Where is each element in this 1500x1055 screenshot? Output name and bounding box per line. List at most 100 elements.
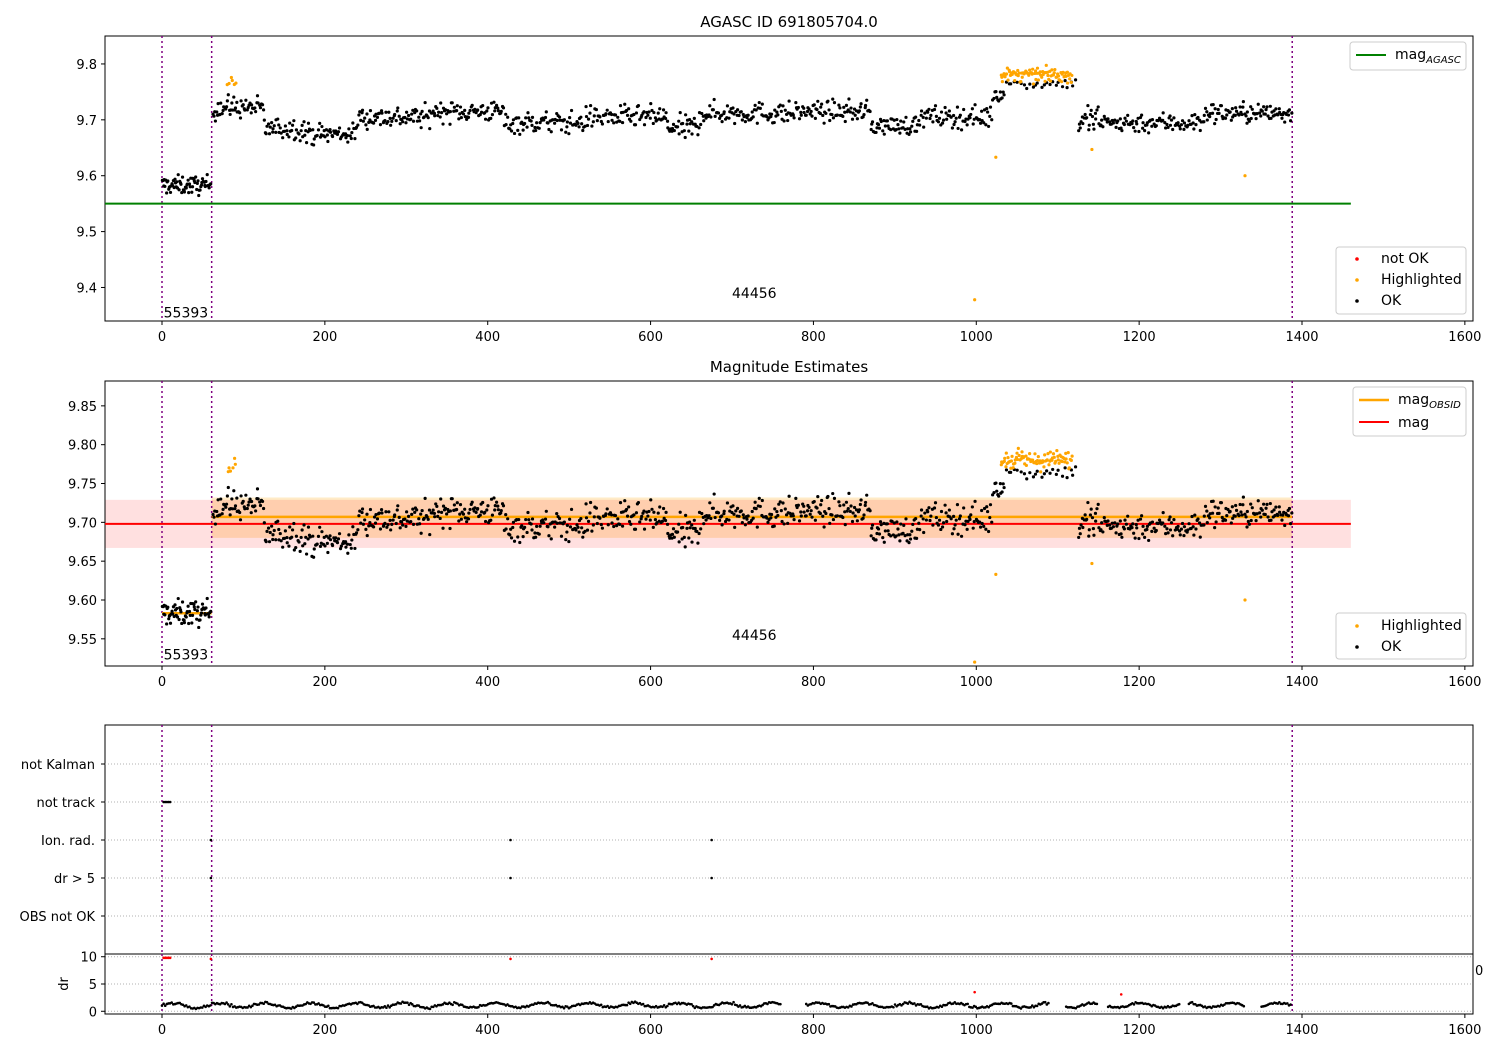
highlighted-point	[1052, 71, 1056, 75]
ok-point	[549, 130, 553, 134]
ok-point	[565, 530, 569, 534]
ok-point	[534, 535, 538, 539]
ok-point	[978, 525, 983, 529]
ok-point	[687, 536, 691, 540]
legend-entry: Highlighted	[1381, 272, 1462, 288]
ok-point	[1258, 511, 1262, 515]
ok-point	[950, 126, 955, 130]
ok-point	[799, 110, 803, 114]
ok-point	[627, 505, 631, 509]
ok-point	[553, 525, 557, 529]
panel-mag-estimates-xtick-label: 200	[312, 675, 337, 690]
ok-point	[200, 602, 205, 606]
ok-point	[294, 534, 299, 538]
ok-point	[509, 129, 514, 133]
ok-point	[739, 110, 743, 114]
ok-point	[439, 111, 444, 115]
ok-point	[458, 502, 463, 507]
ok-point	[1089, 108, 1093, 112]
ok-point	[1213, 526, 1217, 530]
ok-point	[290, 123, 295, 127]
ok-point	[1028, 471, 1032, 475]
ok-point	[813, 518, 817, 522]
ok-point	[809, 109, 813, 114]
ok-point	[652, 110, 656, 115]
ok-point	[954, 116, 958, 120]
ok-point	[754, 507, 758, 511]
ok-point	[420, 109, 424, 113]
ok-point	[1265, 105, 1269, 109]
ok-point	[992, 491, 996, 495]
dr-ok-point	[893, 1003, 897, 1006]
ok-point	[358, 509, 362, 513]
ok-point	[361, 522, 365, 526]
ok-point	[1145, 527, 1149, 532]
ok-point	[781, 104, 785, 108]
highlighted-point	[1024, 463, 1028, 468]
ok-point	[1085, 116, 1089, 120]
ok-point	[805, 109, 810, 114]
ok-point	[1001, 482, 1005, 486]
panel-agasc-xtick-label: 600	[638, 330, 663, 345]
ok-point	[757, 496, 761, 500]
ok-point	[656, 511, 660, 515]
ok-point	[243, 507, 247, 511]
ok-point	[390, 522, 394, 527]
ok-point	[1186, 528, 1190, 532]
ok-point	[831, 517, 836, 522]
ok-point	[1102, 515, 1106, 520]
ok-point	[303, 133, 307, 137]
ok-point	[878, 520, 883, 524]
ok-point	[805, 509, 810, 513]
ok-point	[750, 110, 754, 114]
ok-point	[720, 120, 724, 124]
ok-point	[1118, 519, 1122, 523]
ok-point	[190, 190, 194, 194]
ok-point	[1280, 518, 1284, 522]
ok-point	[1281, 513, 1285, 517]
ok-point	[624, 108, 629, 113]
ok-point	[769, 112, 774, 116]
ok-point	[1135, 526, 1139, 530]
ok-point	[941, 118, 946, 122]
ok-point	[897, 127, 901, 131]
ok-point	[1141, 121, 1145, 125]
ok-point	[254, 509, 258, 513]
ok-point	[1132, 531, 1136, 535]
ok-point	[760, 102, 764, 106]
highlighted-point	[234, 81, 238, 85]
ok-point	[870, 526, 874, 530]
ok-point	[594, 107, 598, 112]
highlighted-point	[1090, 561, 1094, 566]
ok-point	[470, 103, 474, 107]
highlighted-point	[1035, 458, 1040, 463]
ok-point	[952, 122, 956, 127]
ok-point	[365, 533, 369, 538]
ok-point	[1211, 499, 1215, 503]
ok-point	[435, 504, 439, 508]
ok-point	[709, 516, 713, 521]
ok-point	[595, 119, 599, 123]
ok-point	[1126, 514, 1130, 518]
ok-point	[690, 132, 694, 136]
ok-point	[306, 121, 311, 125]
ok-point	[824, 111, 828, 116]
ok-point	[1272, 508, 1276, 512]
dr-ok-point	[606, 1004, 609, 1008]
ok-point	[843, 119, 847, 124]
ok-point	[725, 104, 730, 108]
ok-point	[898, 539, 902, 543]
ok-point	[908, 127, 912, 131]
ok-point	[568, 121, 573, 125]
ok-point	[298, 549, 302, 553]
ok-point	[849, 106, 853, 110]
highlighted-point	[231, 466, 235, 470]
ok-point	[1073, 465, 1078, 469]
ok-point	[300, 123, 304, 127]
ok-point	[266, 526, 271, 530]
ok-point	[461, 112, 466, 116]
ok-point	[737, 113, 741, 118]
ok-point	[668, 536, 672, 540]
dr-ok-point	[160, 1004, 164, 1007]
legend-swatch	[1355, 257, 1359, 261]
